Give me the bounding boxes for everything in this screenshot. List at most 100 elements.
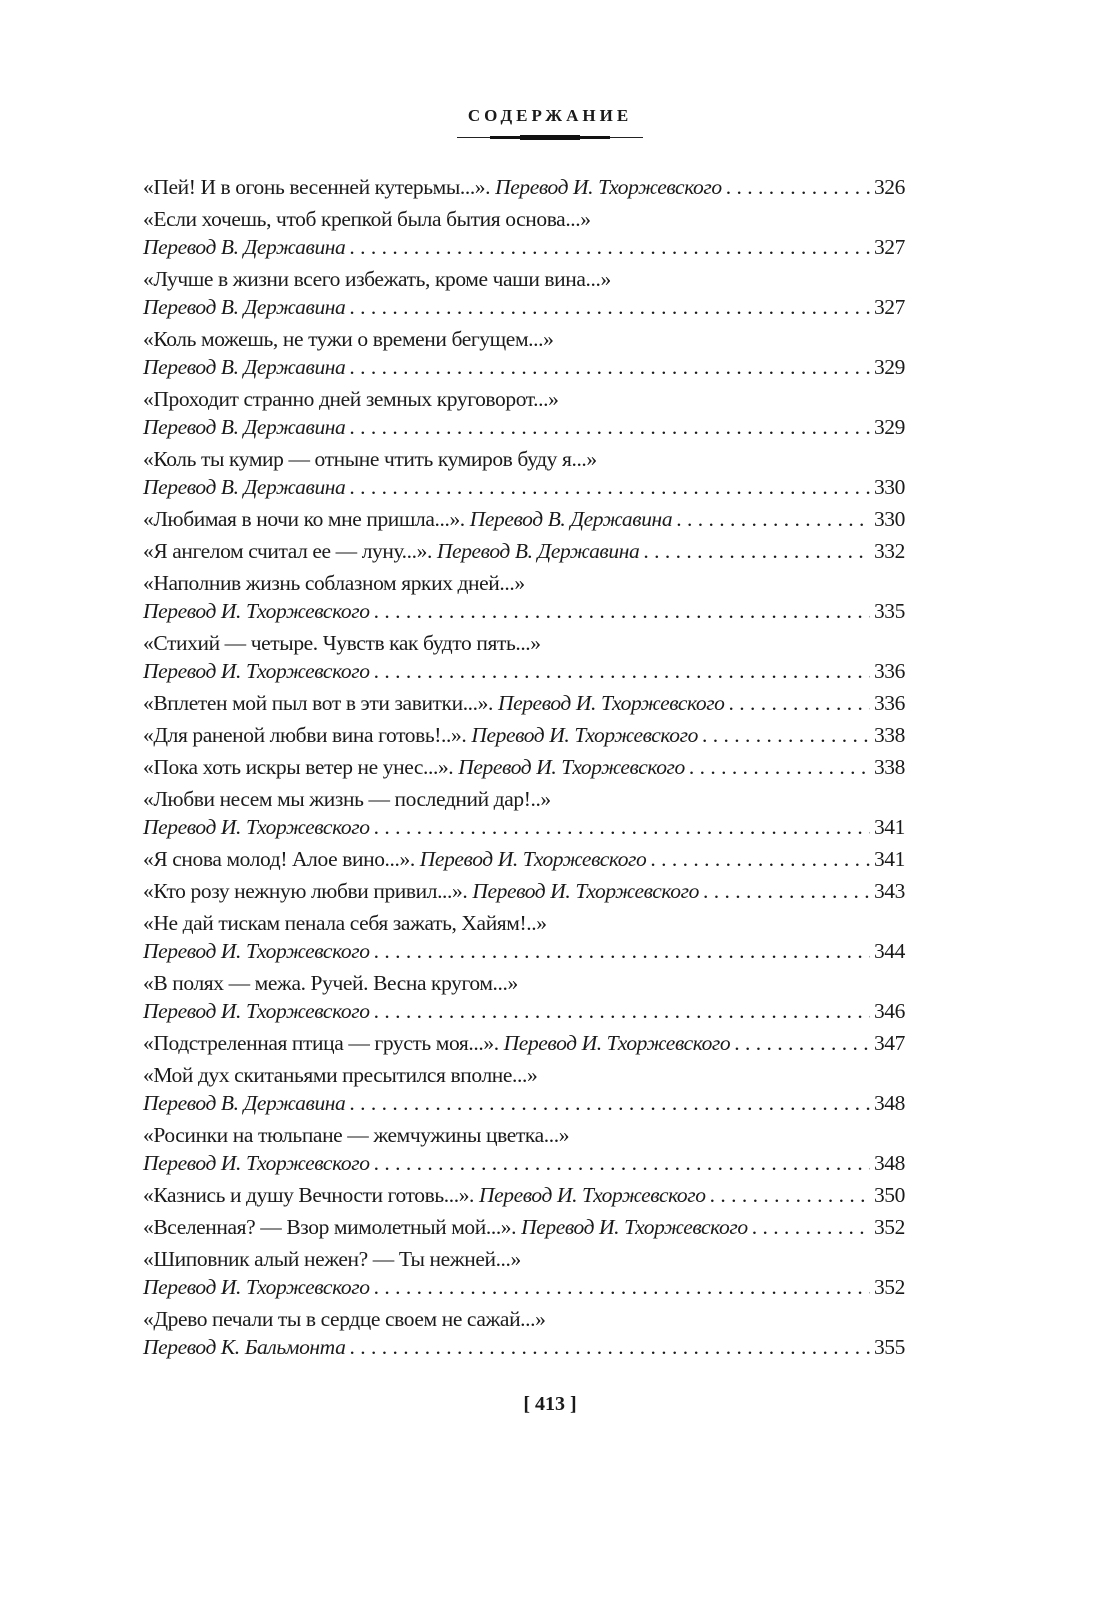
dot-leader [734,1029,870,1057]
entry-page: 344 [873,939,905,963]
entry-title: «Росинки на тюльпане — жемчужины цветка.… [143,1123,570,1147]
entry-page: 338 [873,723,905,747]
toc-entry[interactable]: «Подстреленная птица — грусть моя...». П… [143,1029,905,1057]
entry-page: 347 [873,1031,905,1055]
toc-entry[interactable]: «Не дай тискам пенала себя зажать, Хайям… [143,909,905,965]
toc-entry[interactable]: «Росинки на тюльпане — жемчужины цветка.… [143,1121,905,1177]
page-header: СОДЕРЖАНИЕ [0,106,1100,140]
dot-leader [374,997,870,1025]
entry-page: 335 [873,599,905,623]
toc-entry[interactable]: «Наполнив жизнь соблазном ярких дней...»… [143,569,905,625]
toc-line: Перевод В. Державина 327 [143,293,905,321]
toc-line: Перевод И. Тхоржевского 336 [143,657,905,685]
toc-entry[interactable]: «Если хочешь, чтоб крепкой была бытия ос… [143,205,905,261]
toc-line: «Я ангелом считал ее — луну...». Перевод… [143,537,905,565]
entry-translator: Перевод И. Тхоржевского [471,723,698,747]
entry-title: «Мой дух скитаньями пресытился вполне...… [143,1063,538,1087]
toc-entry[interactable]: «Мой дух скитаньями пресытился вполне...… [143,1061,905,1117]
toc-entry[interactable]: «Любимая в ночи ко мне пришла...». Перев… [143,505,905,533]
section-title: СОДЕРЖАНИЕ [467,106,633,125]
toc-line: Перевод И. Тхоржевского 352 [143,1273,905,1301]
toc-entry[interactable]: «Шиповник алый нежен? — Ты нежней...» Пер… [143,1245,905,1301]
toc-entry[interactable]: «Пока хоть искры ветер не унес...». Пере… [143,753,905,781]
toc-entry[interactable]: «Коль ты кумир — отныне чтить кумиров бу… [143,445,905,501]
entry-title: «Наполнив жизнь соблазном ярких дней...» [143,571,525,595]
toc-line: Перевод И. Тхоржевского 344 [143,937,905,965]
dot-leader [689,753,870,781]
toc-entry[interactable]: «Любви несем мы жизнь — последний дар!..… [143,785,905,841]
entry-title: «Пей! И в огонь весенней кутерьмы...». [143,175,491,199]
toc-entry[interactable]: «Вплетен мой пыл вот в эти завитки...». … [143,689,905,717]
entry-translator: Перевод И. Тхоржевского [497,691,725,715]
entry-title: «Пока хоть искры ветер не унес...». [143,755,454,779]
entry-translator: Перевод И. Тхоржевского [143,1275,370,1299]
toc-entry[interactable]: «В полях — межа. Ручей. Весна кругом...»… [143,969,905,1025]
entry-page: 348 [873,1151,905,1175]
toc-entry[interactable]: «Кто розу нежную любви привил...». Перев… [143,877,905,905]
entry-translator: Перевод И. Тхоржевского [458,755,685,779]
entry-title: «Не дай тискам пенала себя зажать, Хайям… [143,911,547,935]
entry-translator: Перевод И. Тхоржевского [143,599,370,623]
entry-page: 343 [873,879,905,903]
dot-leader [349,1089,870,1117]
dot-leader [702,721,870,749]
dot-leader [710,1181,870,1209]
entry-title: «Кто розу нежную любви привил...». [143,879,468,903]
entry-page: 352 [873,1215,905,1239]
entry-title: «Вселенная? — Взор мимолетный мой...». [143,1215,517,1239]
toc-entry[interactable]: «Пей! И в огонь весенней кутерьмы...». П… [143,173,905,201]
toc-line: «Казнись и душу Вечности готовь...». Пер… [143,1181,905,1209]
entry-translator: Перевод В. Державина [143,355,346,379]
toc-entry[interactable]: «Я снова молод! Алое вино...». Перевод И… [143,845,905,873]
dot-leader [374,813,870,841]
entry-translator: Перевод И. Тхоржевского [495,175,722,199]
dot-leader [374,1273,870,1301]
entry-page: 341 [873,815,905,839]
entry-title: «Древо печали ты в сердце своем не сажай… [143,1307,546,1331]
entry-translator: Перевод К. Бальмонта [143,1335,346,1359]
entry-title: «Вплетен мой пыл вот в эти завитки...». [143,691,493,715]
entry-translator: Перевод В. Державина [436,539,640,563]
toc-entry[interactable]: «Вселенная? — Взор мимолетный мой...». П… [143,1213,905,1241]
entry-title: «Я снова молод! Алое вино...». [143,847,415,871]
entry-title: «Любви несем мы жизнь — последний дар!..… [143,787,551,811]
entry-translator: Перевод И. Тхоржевского [479,1183,706,1207]
entry-title: «Подстреленная птица — грусть моя...». [143,1031,499,1055]
toc-line: «Подстреленная птица — грусть моя...». П… [143,1029,905,1057]
entry-page: 329 [873,355,905,379]
dot-leader [349,233,870,261]
entry-translator: Перевод В. Державина [143,475,346,499]
entry-translator: Перевод И. Тхоржевского [472,879,699,903]
dot-leader [703,877,870,905]
dot-leader [729,689,870,717]
toc-entry[interactable]: «Казнись и душу Вечности готовь...». Пер… [143,1181,905,1209]
entry-page: 355 [873,1335,905,1359]
dot-leader [374,597,870,625]
entry-title: «Коль ты кумир — отныне чтить кумиров бу… [143,447,597,471]
toc-line: Перевод И. Тхоржевского 341 [143,813,905,841]
toc-entry[interactable]: «Лучше в жизни всего избежать, кроме чаш… [143,265,905,321]
entry-page: 346 [873,999,905,1023]
toc-line: «Вплетен мой пыл вот в эти завитки...». … [143,689,905,717]
toc-entry[interactable]: «Проходит странно дней земных круговорот… [143,385,905,441]
dot-leader [752,1213,870,1241]
toc-line: «Любимая в ночи ко мне пришла...». Перев… [143,505,905,533]
toc-entry[interactable]: «Для раненой любви вина готовь!..». Пере… [143,721,905,749]
entry-translator: Перевод В. Державина [469,507,673,531]
entry-page: 332 [873,539,905,563]
dot-leader [374,937,870,965]
toc-line: Перевод И. Тхоржевского 346 [143,997,905,1025]
toc-entry[interactable]: «Древо печали ты в сердце своем не сажай… [143,1305,905,1361]
dot-leader [374,1149,870,1177]
entry-page: 327 [873,235,905,259]
entry-translator: Перевод И. Тхоржевского [419,847,647,871]
page-number: [ 413 ] [523,1393,577,1415]
toc-line: «Пей! И в огонь весенней кутерьмы...». П… [143,173,905,201]
entry-title: «В полях — межа. Ручей. Весна кругом...» [143,971,518,995]
toc-entry[interactable]: «Стихий — четыре. Чувств как будто пять.… [143,629,905,685]
toc-line: «Пока хоть искры ветер не унес...». Пере… [143,753,905,781]
entry-translator: Перевод В. Державина [143,415,346,439]
toc-entry[interactable]: «Я ангелом считал ее — луну...». Перевод… [143,537,905,565]
toc-line: Перевод И. Тхоржевского 348 [143,1149,905,1177]
toc-entry[interactable]: «Коль можешь, не тужи о времени бегущем.… [143,325,905,381]
